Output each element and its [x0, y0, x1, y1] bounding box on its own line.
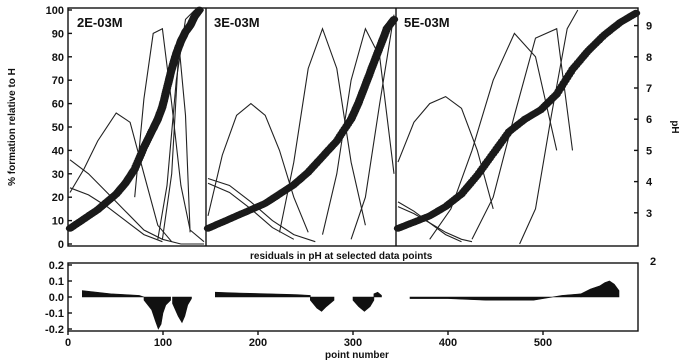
species-curve-9: [207, 102, 309, 233]
species-curve-7: [207, 177, 316, 243]
right-tick-label-5: 5: [646, 145, 652, 157]
residual-segment-3: [172, 296, 192, 324]
x-tick-label-0: 0: [65, 337, 71, 349]
residual-segment-2: [143, 296, 171, 330]
right-tick-label-7: 7: [646, 83, 652, 95]
left-tick-label-20: 20: [52, 192, 64, 204]
species-curve-18: [519, 9, 579, 245]
left-axis-ticks: 0 10 20 30 40 50 60 70 80 90 100: [46, 5, 72, 251]
species-curve-17: [471, 27, 574, 240]
right-tick-label-8: 8: [646, 52, 652, 64]
resid-tick-label-0.1: 0.1: [49, 276, 64, 288]
resid-tick-label-0.2: 0.2: [49, 260, 64, 272]
species-curve-1: [69, 159, 204, 245]
residual-right-tick: 2: [650, 256, 656, 268]
left-tick-label-90: 90: [52, 28, 64, 40]
right-tick-label-4: 4: [646, 177, 653, 189]
left-tick-label-30: 30: [52, 169, 64, 181]
residual-plot: residuals in pH at selected data points …: [45, 251, 656, 361]
residual-segment-1: [82, 290, 145, 298]
left-tick-label-50: 50: [52, 122, 64, 134]
right-axis-ticks: 3 4 5 6 7 8 9: [634, 21, 653, 220]
residual-segment-5: [310, 296, 335, 312]
x-tick-label-500: 500: [534, 337, 552, 349]
species-curve-2: [69, 187, 163, 243]
resid-tick-label-0.0: 0.0: [49, 292, 64, 304]
resid-tick-label--0.2: -0.2: [45, 324, 64, 336]
ph-point-3-136: [631, 9, 641, 17]
x-tick-label-300: 300: [344, 337, 362, 349]
left-tick-label-10: 10: [52, 216, 64, 228]
resid-tick-label--0.1: -0.1: [45, 308, 64, 320]
species-curve-16: [429, 32, 558, 240]
residual-segment-4: [215, 291, 311, 298]
species-curve-3: [69, 112, 173, 243]
species-curve-10: [278, 27, 366, 233]
residual-segment-7: [373, 291, 382, 298]
residual-title: residuals in pH at selected data points: [250, 251, 433, 262]
right-axis-label: pH: [669, 120, 680, 133]
residual-segment-9: [580, 280, 620, 298]
left-tick-label-40: 40: [52, 145, 64, 157]
x-tick-label-200: 200: [249, 337, 267, 349]
right-tick-label-3: 3: [646, 208, 652, 220]
left-tick-label-0: 0: [58, 239, 64, 251]
x-axis-ticks: 0 100 200 300 400 500: [65, 331, 552, 349]
species-curve-11: [321, 27, 395, 235]
left-tick-label-100: 100: [46, 5, 64, 17]
ph-point-1-172: [195, 6, 204, 14]
right-tick-label-9: 9: [646, 21, 652, 33]
residual-areas: [82, 280, 620, 330]
x-tick-label-100: 100: [154, 337, 172, 349]
x-tick-label-400: 400: [439, 337, 457, 349]
left-tick-label-70: 70: [52, 75, 64, 87]
panel-label-2: 3E-03M: [214, 15, 260, 30]
residual-segment-6: [352, 296, 375, 312]
species-curve-15: [397, 95, 494, 210]
species-curve-12: [350, 14, 395, 240]
species-curve-4: [134, 27, 205, 243]
left-tick-label-60: 60: [52, 99, 64, 111]
left-tick-label-80: 80: [52, 52, 64, 64]
ph-markers: [65, 6, 641, 232]
top-plot: 2E-03M 3E-03M 5E-03M 0102030405060708090…: [46, 5, 653, 251]
x-axis-label: point number: [325, 350, 389, 361]
panel-label-1: 2E-03M: [77, 15, 123, 30]
residual-axis-ticks: 0.2 0.1 0.0 -0.1 -0.2: [45, 260, 72, 336]
residual-segment-8: [409, 293, 582, 301]
ph-point-2-145: [389, 16, 399, 23]
species-curves: [69, 9, 579, 245]
right-tick-label-6: 6: [646, 114, 652, 126]
left-axis-label: % formation relative to H: [7, 68, 18, 186]
panel-label-3: 5E-03M: [404, 15, 450, 30]
